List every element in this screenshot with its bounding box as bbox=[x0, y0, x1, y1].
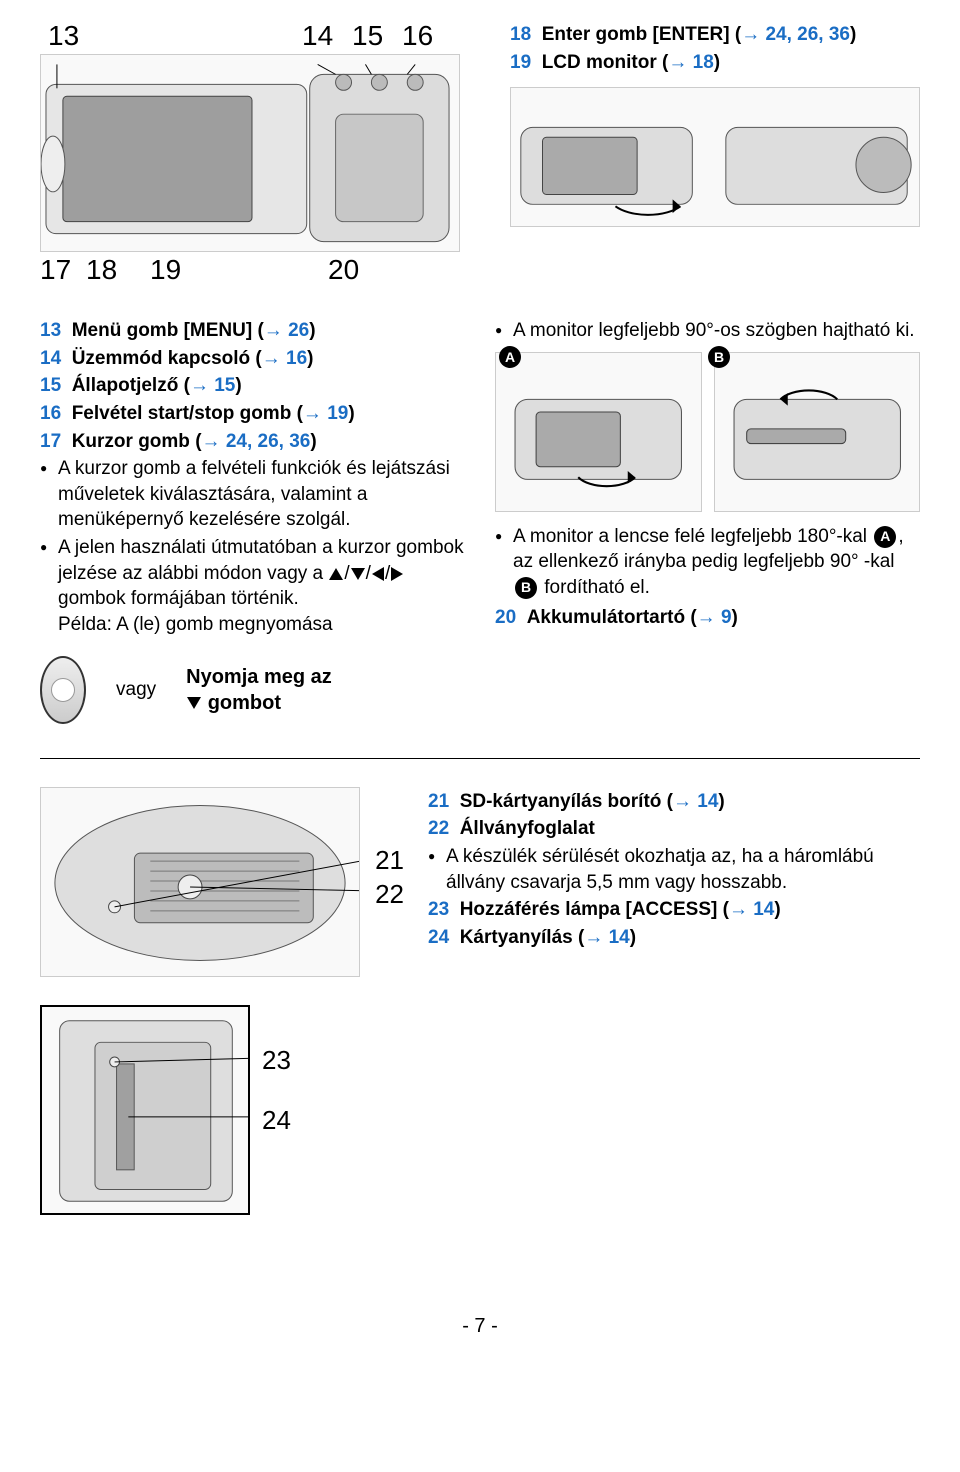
callout-18: 18 bbox=[86, 254, 117, 286]
callout-20: 20 bbox=[328, 254, 359, 286]
item-24: 24 Kártyanyílás (→ 14) bbox=[428, 925, 920, 951]
ab-rotate-diagram: A B bbox=[495, 352, 920, 512]
callout-19: 19 bbox=[150, 254, 181, 286]
press-down-instruction: vagy Nyomja meg az gombot bbox=[40, 656, 465, 724]
item-16: 16 Felvétel start/stop gomb (→ 19) bbox=[40, 401, 465, 427]
item-14: 14 Üzemmód kapcsoló (→ 16) bbox=[40, 346, 465, 372]
callout-14: 14 bbox=[302, 20, 333, 52]
sd-slot-inset-diagram: 23 24 bbox=[40, 1005, 270, 1235]
item-15: 15 Állapotjelző (→ 15) bbox=[40, 373, 465, 399]
item-18: 18 Enter gomb [ENTER] (→ 24, 26, 36) bbox=[510, 22, 920, 48]
item-23: 23 Hozzáférés lámpa [ACCESS] (→ 14) bbox=[428, 897, 920, 923]
cursor-bullet-2: A jelen használati útmutatóban a kurzor … bbox=[40, 535, 465, 638]
callout-24: 24 bbox=[262, 1105, 291, 1136]
item-21: 21 SD-kártyanyílás borító (→ 14) bbox=[428, 789, 920, 815]
tripod-warning: A készülék sérülését okozhatja az, ha a … bbox=[428, 844, 920, 895]
item-17: 17 Kurzor gomb (→ 24, 26, 36) bbox=[40, 429, 465, 455]
cursor-pad-icon bbox=[40, 656, 86, 724]
callout-21: 21 bbox=[375, 845, 404, 876]
item-22: 22 Állványfoglalat bbox=[428, 816, 920, 842]
camera-open-illustration bbox=[41, 54, 459, 252]
camera-lcd-diagram: 13 14 15 16 bbox=[40, 20, 460, 280]
callout-16: 16 bbox=[402, 20, 433, 52]
camera-fold-diagram bbox=[510, 87, 920, 227]
press-line-1: Nyomja meg az bbox=[186, 666, 332, 688]
section-divider bbox=[40, 758, 920, 759]
item-20: 20 Akkumulátortartó (→ 9) bbox=[495, 605, 920, 631]
down-arrow-icon bbox=[187, 697, 201, 709]
item-19: 19 LCD monitor (→ 18) bbox=[510, 50, 920, 76]
monitor-fold-note: A monitor legfeljebb 90°-os szögben hajt… bbox=[495, 318, 920, 344]
cursor-bullet-1: A kurzor gomb a felvételi funkciók és le… bbox=[40, 456, 465, 533]
lens-rotate-note: A monitor a lencse felé legfeljebb 180°-… bbox=[495, 524, 920, 601]
item-13: 13 Menü gomb [MENU] (→ 26) bbox=[40, 318, 465, 344]
callout-23: 23 bbox=[262, 1045, 291, 1076]
badge-b: B bbox=[708, 346, 730, 368]
or-label: vagy bbox=[116, 679, 156, 701]
camera-bottom-diagram: 21 22 bbox=[40, 787, 400, 987]
callout-15: 15 bbox=[352, 20, 383, 52]
page-number: - 7 - bbox=[40, 1315, 920, 1338]
callout-22: 22 bbox=[375, 879, 404, 910]
press-line-2: gombot bbox=[208, 692, 281, 714]
callout-13: 13 bbox=[48, 20, 79, 52]
callout-17: 17 bbox=[40, 254, 71, 286]
badge-a: A bbox=[499, 346, 521, 368]
